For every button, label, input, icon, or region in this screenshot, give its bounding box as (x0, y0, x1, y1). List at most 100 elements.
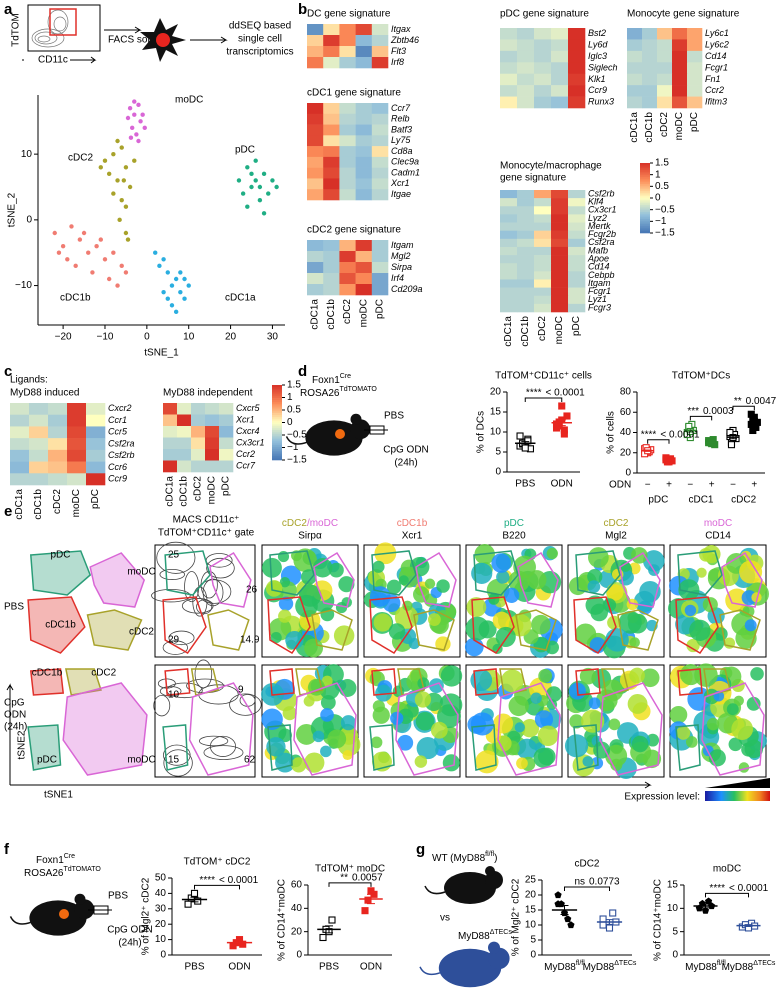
gate-outline (719, 609, 761, 651)
point (169, 283, 175, 288)
point (245, 204, 250, 209)
y-tick-label: 20 (291, 926, 303, 937)
heatmap-cell (339, 178, 356, 190)
contour (163, 749, 193, 777)
heatmap-cell (551, 279, 569, 288)
gate-outline (617, 609, 659, 651)
significance-bracket (647, 439, 670, 444)
point (60, 243, 66, 249)
heatmap-cell (29, 449, 49, 462)
point (111, 151, 116, 157)
error-bar (686, 428, 695, 433)
panel-label: e (4, 503, 12, 520)
mouse-icon (424, 885, 446, 895)
gate-outline (313, 551, 355, 608)
colorbar-segment (272, 443, 282, 446)
heatmap-cell (534, 295, 552, 305)
gate-percentage: 25 (168, 550, 180, 561)
heatmap-cell (10, 403, 30, 416)
heatmap-cell (534, 222, 552, 231)
row-label: Fcgr1 (705, 62, 728, 72)
heatmap-cell (500, 214, 518, 223)
colorbar-segment (272, 437, 282, 440)
point (136, 102, 141, 108)
contour (53, 16, 67, 32)
heatmap-cell (568, 279, 586, 288)
population-label: cDC2 (282, 518, 307, 529)
axis-arrow (6, 683, 652, 789)
colorbar-label: −1 (655, 216, 667, 227)
colorbar-segment (640, 206, 650, 209)
x-tick-label: PBS (515, 479, 535, 490)
expression-cell (312, 730, 325, 743)
heatmap-cell (219, 437, 234, 450)
heatmap-cell (534, 303, 552, 313)
heatmap-cell (177, 437, 192, 450)
heatmap-cell (67, 461, 87, 474)
strain-label: ROSA26TdTOMATO (300, 386, 377, 399)
colorbar-label: −0.5 (655, 204, 675, 215)
heatmap-cell (163, 449, 178, 461)
heatmap-cell (687, 28, 703, 40)
y-tick-label: 5 (672, 926, 678, 937)
text-part: Foxn1 (312, 375, 340, 386)
colorbar-segment (272, 439, 282, 442)
superscript: fl/fl (485, 851, 494, 858)
heatmap-cell (500, 271, 518, 280)
row-label: Batf3 (391, 124, 412, 134)
heatmap-cell (672, 73, 688, 86)
row-label: Fn1 (705, 74, 721, 84)
expression-cell (643, 550, 665, 572)
heatmap-cell (551, 230, 569, 240)
marker-label: B220 (502, 531, 526, 542)
expression-cell (685, 736, 698, 748)
expression-cell (303, 695, 315, 707)
gate-outline (369, 596, 413, 655)
expression-cell (750, 667, 764, 681)
contour (159, 686, 182, 697)
x-tick-label: + (666, 480, 672, 491)
row-label: Zbtb46 (390, 35, 419, 45)
x-tick-label: MyD88fl/fl (685, 960, 726, 973)
gate-outline (162, 724, 189, 771)
heatmap-cell (500, 73, 518, 86)
gate-outline (497, 682, 561, 776)
significance-stars: *** (687, 406, 699, 417)
p-value: < 0.0001 (660, 429, 700, 440)
y-tick-label: −10 (15, 280, 32, 291)
heatmap-cell (657, 50, 673, 63)
significance-bracket (328, 882, 372, 887)
heatmap-cell (191, 414, 206, 427)
point (178, 289, 183, 295)
contour (162, 640, 188, 655)
colorbar-segment (640, 212, 650, 215)
data-point (704, 897, 713, 905)
heatmap-cell (568, 263, 586, 272)
column-label: cDC2 (52, 489, 63, 514)
heatmap-cell (672, 28, 688, 40)
heatmap-cell (339, 156, 356, 168)
column-label: pDC (221, 476, 232, 496)
expression-cell (338, 679, 357, 697)
x-tick-label: + (751, 480, 757, 491)
heatmap-cell (67, 449, 87, 462)
colorbar-segment (640, 189, 650, 192)
colorbar-segment (272, 450, 282, 453)
row-label: Ccr6 (108, 462, 127, 472)
gate-outline (164, 550, 211, 596)
population-label: cDC1b (397, 518, 428, 529)
colorbar-label: 1.5 (287, 380, 301, 391)
colorbar-label: 0.5 (655, 181, 669, 192)
error-bar (325, 925, 333, 934)
gate-outline (473, 668, 499, 696)
heatmap-cell (10, 414, 30, 427)
gate-outline (701, 682, 765, 776)
expression-cell (676, 725, 691, 740)
y-tick-label: 0 (625, 468, 631, 479)
superscript: fl/fl (717, 960, 726, 967)
point (127, 184, 133, 190)
heatmap-cell (371, 35, 389, 47)
heatmap-cell (551, 246, 569, 256)
y-axis-label: % of CD14⁺moDC (277, 879, 288, 961)
heatmap-cell (355, 103, 373, 115)
